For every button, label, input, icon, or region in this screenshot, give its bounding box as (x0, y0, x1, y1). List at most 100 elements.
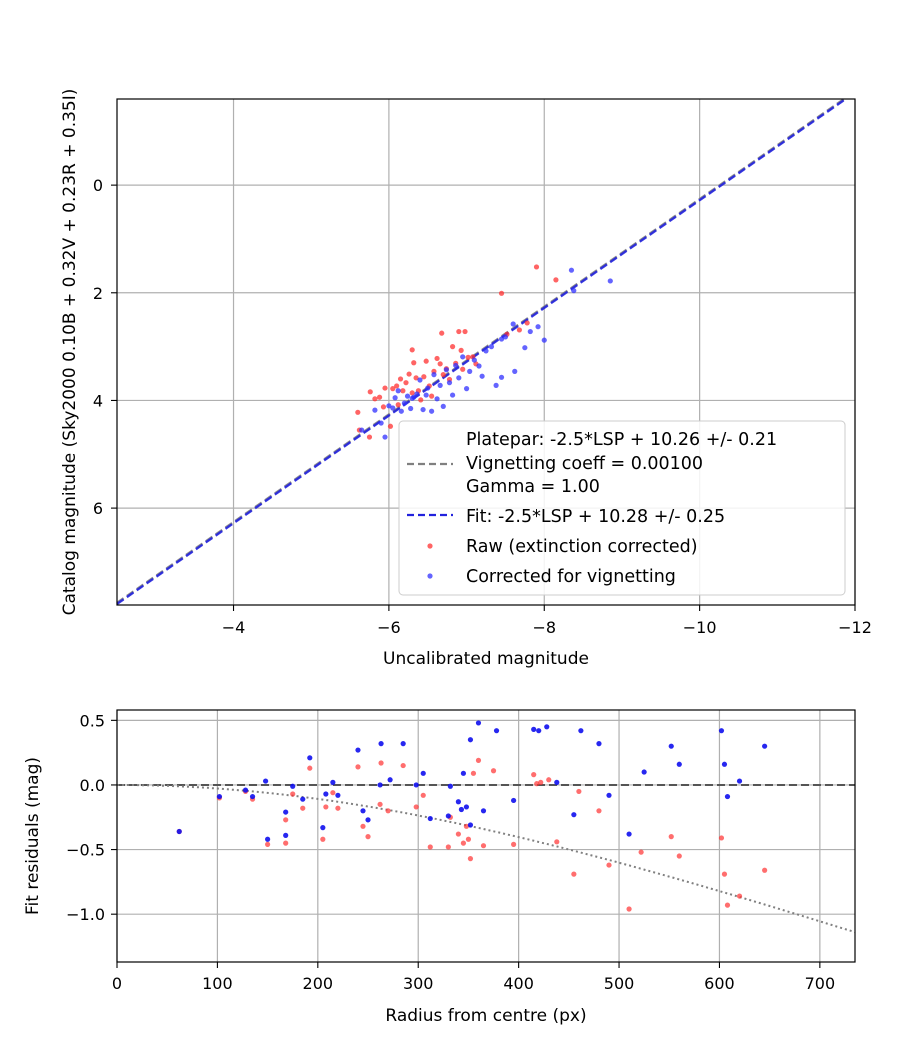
raw-point (418, 397, 424, 403)
residuals-x-axis-label: Radius from centre (px) (385, 1006, 586, 1026)
residual-raw-point (531, 772, 537, 778)
residual-corrected-point (263, 778, 269, 784)
residual-corrected-point (283, 809, 289, 815)
corrected-point (568, 267, 575, 273)
residual-raw-point (475, 757, 482, 764)
calibration-y-tick-label: 4 (93, 391, 103, 410)
corrected-point (460, 354, 466, 360)
corrected-point (571, 288, 577, 294)
corrected-point (390, 405, 396, 411)
residual-corrected-point (360, 808, 366, 814)
residual-raw-point (323, 804, 329, 810)
residual-raw-point (596, 808, 602, 814)
residual-raw-point (455, 831, 461, 837)
residual-corrected-point (242, 787, 249, 793)
calibration-grid (117, 99, 856, 605)
raw-point (423, 358, 429, 364)
legend: Platepar: -2.5*LSP + 10.26 +/- 0.21 Vign… (398, 420, 846, 596)
residual-raw-point (335, 805, 341, 811)
residual-corrected-point (511, 797, 517, 804)
raw-point (366, 434, 373, 440)
raw-point (413, 375, 419, 381)
corrected-point (443, 367, 449, 373)
residual-corrected-point (554, 779, 560, 785)
residual-corrected-point (718, 728, 725, 734)
raw-point (376, 394, 383, 400)
calibration-points (355, 264, 613, 440)
residual-corrected-point (578, 728, 584, 734)
raw-point (516, 327, 523, 333)
corrected-point (378, 420, 384, 426)
raw-point (439, 330, 445, 336)
corrected-point (429, 408, 435, 414)
residual-corrected-point (400, 741, 406, 747)
residual-raw-point (638, 849, 644, 855)
raw-point (465, 354, 471, 360)
residuals-x-tick-label: 0 (112, 974, 122, 993)
calibration-fit-lines (116, 98, 847, 605)
residual-corrected-point (606, 792, 612, 798)
residuals-plot-frame (116, 709, 856, 963)
corrected-point (414, 391, 420, 397)
corrected-point (420, 406, 426, 413)
residual-corrected-point (300, 796, 306, 802)
residual-raw-point (576, 788, 582, 795)
calibration-plot: −4 −6 −8 −10 −12 0 2 4 6 Uncalibrated magnitude… (60, 89, 872, 669)
residual-raw-point (355, 764, 361, 770)
corrected-point (408, 405, 414, 412)
residual-corrected-point (544, 724, 550, 730)
corrected-point (395, 388, 401, 394)
corrected-point (488, 344, 495, 350)
legend-swatch-corrected (427, 573, 433, 579)
residuals-y-tick-label: 0.5 (80, 711, 105, 730)
residuals-x-tick-label: 500 (604, 974, 635, 993)
corrected-point (425, 385, 431, 391)
raw-point (394, 383, 400, 389)
calibration-x-tick-label: −6 (377, 618, 401, 637)
residuals-plot: 0 100 200 300 400 500 600 700 0.5 0.0 −0.5 −1.0 Ra… (23, 709, 856, 1026)
residual-corrected-point (265, 836, 271, 842)
corrected-point (423, 392, 429, 398)
calibration-y-ticks: 0 2 4 6 (93, 176, 117, 518)
residual-corrected-point (387, 777, 393, 783)
residual-corrected-point (531, 726, 537, 732)
residual-raw-point (467, 856, 474, 862)
residual-raw-point (265, 841, 271, 848)
residual-raw-point (554, 839, 560, 845)
residual-raw-point (400, 762, 406, 769)
legend-entry-corrected: Corrected for vignetting (466, 567, 676, 587)
corrected-point (431, 372, 437, 378)
residual-raw-point (445, 844, 451, 850)
residuals-x-tick-label: 300 (403, 974, 434, 993)
corrected-point (359, 427, 365, 433)
residual-raw-point (465, 836, 472, 842)
corrected-point (498, 336, 505, 342)
legend-entry-platepar: Platepar: -2.5*LSP + 10.26 +/- 0.21 (466, 430, 777, 450)
corrected-point (479, 373, 485, 379)
legend-entry-fit: Fit: -2.5*LSP + 10.28 +/- 0.25 (466, 507, 725, 527)
legend-entry-gamma: Gamma = 1.00 (466, 477, 600, 497)
residual-raw-point (538, 779, 544, 785)
raw-point (553, 277, 559, 283)
corrected-point (446, 380, 453, 386)
raw-point (411, 360, 417, 366)
raw-point (367, 389, 373, 395)
residual-corrected-point (736, 778, 743, 784)
residuals-x-ticks: 0 100 200 300 400 500 600 700 (112, 962, 835, 993)
residual-corrected-point (320, 825, 326, 831)
residual-corrected-point (455, 799, 461, 805)
residuals-x-tick-label: 700 (805, 974, 836, 993)
residual-raw-point (330, 790, 336, 796)
residual-corrected-point (460, 770, 467, 776)
corrected-point (404, 393, 411, 399)
residual-raw-point (490, 768, 497, 774)
residual-raw-point (377, 801, 383, 807)
legend-swatch-raw (427, 543, 433, 549)
calibration-line-fit (116, 98, 847, 605)
residuals-y-tick-label: −0.5 (66, 841, 105, 860)
raw-point (462, 328, 468, 335)
residual-raw-point (320, 836, 326, 842)
calibration-y-tick-label: 2 (93, 284, 103, 303)
residuals-points (176, 720, 768, 912)
residual-corrected-point (420, 770, 426, 776)
